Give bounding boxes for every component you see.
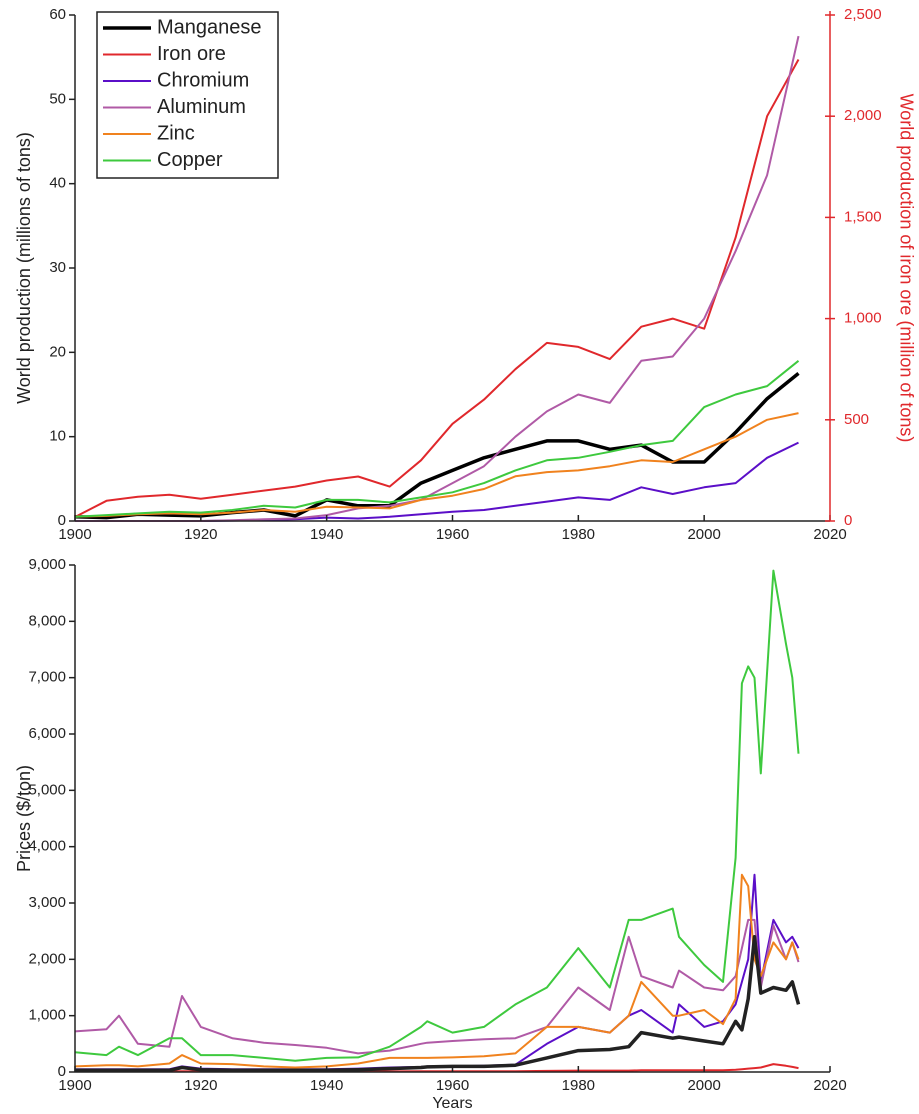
y-tick-label: 1,000 — [28, 1007, 66, 1024]
y-tick-label: 0 — [58, 512, 66, 529]
series-line — [74, 372, 800, 520]
y-tick-label: 50 — [49, 90, 66, 107]
legend-label: Copper — [157, 149, 223, 171]
y-axis-label: World production (millions of tons) — [14, 132, 34, 404]
x-tick-label: 1960 — [436, 526, 469, 543]
y2-tick-label: 1,500 — [844, 208, 882, 225]
legend-label: Aluminum — [157, 96, 246, 118]
y2-tick-label: 1,000 — [844, 310, 882, 327]
y-axis-label: Prices ($/ton) — [14, 765, 34, 872]
y-tick-label: 4,000 — [28, 838, 66, 855]
y2-tick-label: 500 — [844, 411, 869, 428]
series-line — [75, 935, 801, 1073]
series-line — [74, 918, 800, 1055]
y-tick-label: 8,000 — [28, 612, 66, 629]
x-tick-label: 1980 — [562, 1077, 595, 1094]
legend-label: Chromium — [157, 69, 249, 91]
y-tick-label: 7,000 — [28, 669, 66, 686]
y-tick-label: 40 — [49, 175, 66, 192]
y2-tick-label: 2,000 — [844, 107, 882, 124]
y-tick-label: 30 — [49, 259, 66, 276]
y-tick-label: 9,000 — [28, 556, 66, 573]
y-tick-label: 60 — [49, 6, 66, 23]
x-axis-label: Years — [432, 1095, 472, 1112]
x-tick-label: 1920 — [184, 526, 217, 543]
x-tick-label: 1940 — [310, 1077, 343, 1094]
y-tick-label: 2,000 — [28, 950, 66, 967]
series-line — [74, 360, 800, 518]
x-tick-label: 2000 — [687, 526, 720, 543]
x-tick-label: 2020 — [813, 1077, 846, 1094]
series-line — [74, 412, 799, 518]
legend-label: Manganese — [157, 16, 262, 38]
y2-tick-label: 0 — [844, 512, 852, 529]
y2-tick-label: 2,500 — [844, 6, 882, 23]
series-line — [74, 569, 800, 1062]
series-line — [74, 59, 800, 518]
legend-label: Iron ore — [157, 43, 226, 65]
x-tick-label: 2020 — [813, 526, 846, 543]
x-tick-label: 2000 — [687, 1077, 720, 1094]
x-tick-label: 1920 — [184, 1077, 217, 1094]
x-tick-label: 1900 — [58, 526, 91, 543]
series-line — [74, 873, 800, 1069]
y2-axis-label: World production of iron ore (million of… — [896, 94, 916, 443]
y-tick-label: 6,000 — [28, 725, 66, 742]
y-tick-label: 5,000 — [28, 781, 66, 798]
y-tick-label: 0 — [58, 1063, 66, 1080]
y-tick-label: 20 — [49, 343, 66, 360]
x-tick-label: 1940 — [310, 526, 343, 543]
legend-box — [96, 11, 279, 179]
y-tick-label: 10 — [49, 428, 66, 445]
x-tick-label: 1980 — [562, 526, 595, 543]
legend-label: Zinc — [157, 122, 195, 144]
y-tick-label: 3,000 — [28, 894, 66, 911]
x-tick-label: 1960 — [436, 1077, 469, 1094]
x-tick-label: 1900 — [58, 1077, 91, 1094]
